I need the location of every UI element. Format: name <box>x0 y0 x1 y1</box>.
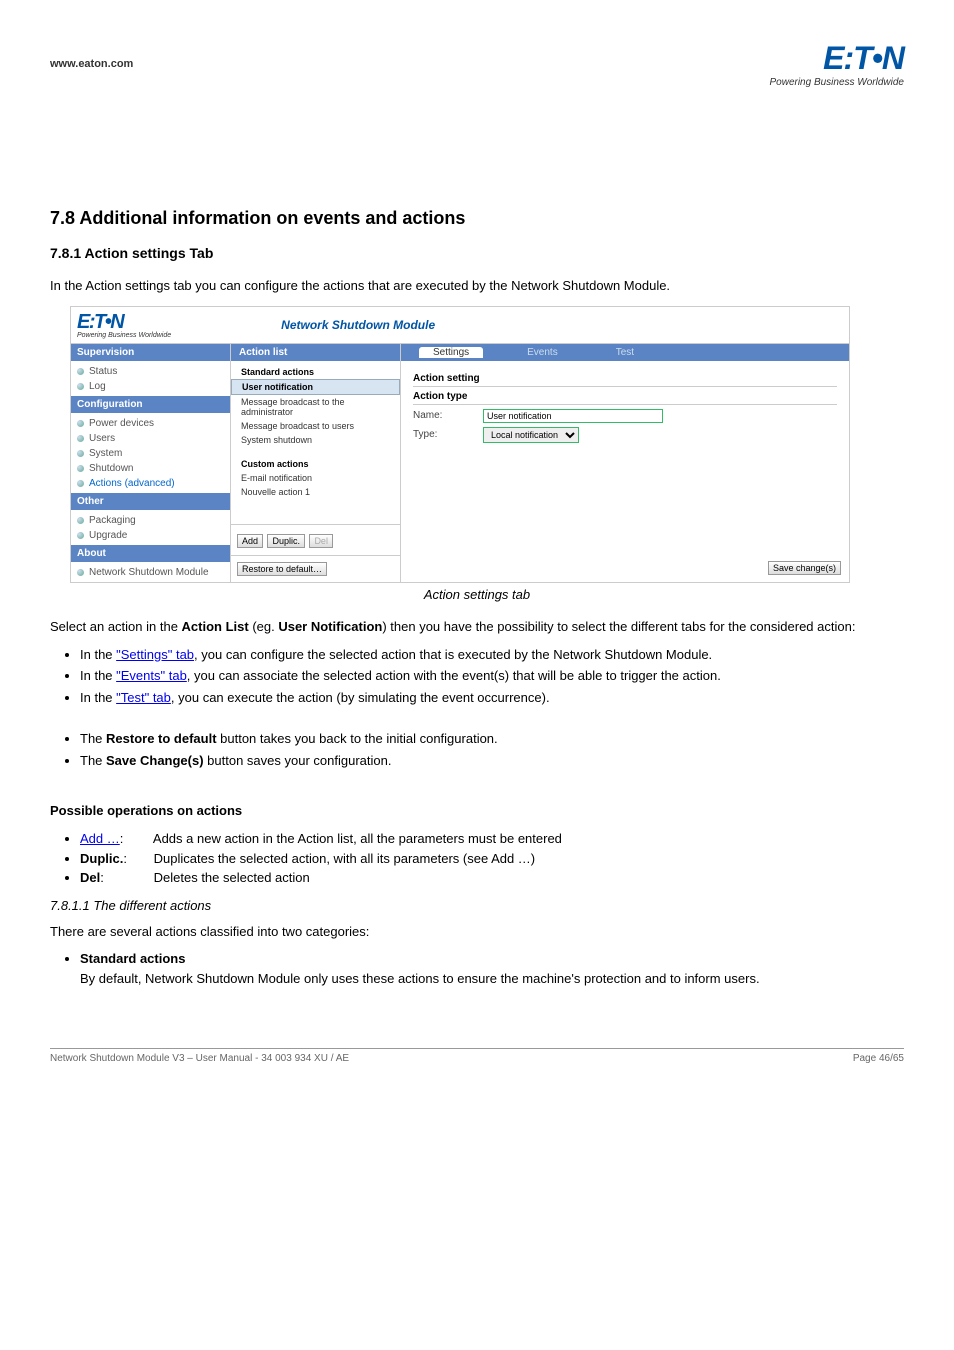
app-screenshot: E:T•N Powering Business Worldwide Networ… <box>70 306 850 583</box>
type-select[interactable]: Local notification <box>483 427 579 443</box>
bullet-icon <box>77 532 84 539</box>
bullet-icon <box>77 420 84 427</box>
duplic-button[interactable]: Duplic. <box>267 534 305 548</box>
bullet-save-changes: The Save Change(s) button saves your con… <box>80 751 904 771</box>
action-msg-users[interactable]: Message broadcast to users <box>231 419 400 433</box>
bullet-icon <box>77 450 84 457</box>
name-input[interactable] <box>483 409 663 423</box>
bullet-icon <box>77 465 84 472</box>
sidebar-label: Upgrade <box>89 530 127 541</box>
sidebar-item-log[interactable]: Log <box>71 379 230 394</box>
action-user-notification[interactable]: User notification <box>231 379 400 395</box>
name-label: Name: <box>413 410 483 421</box>
add-button[interactable]: Add <box>237 534 263 548</box>
action-setting-section: Action setting <box>413 373 837 387</box>
screenshot-caption: Action settings tab <box>50 587 904 602</box>
sidebar-supervision-header: Supervision <box>71 344 230 362</box>
sidebar-item-shutdown[interactable]: Shutdown <box>71 461 230 476</box>
footer-left: Network Shutdown Module V3 – User Manual… <box>50 1053 349 1064</box>
eaton-logo: E:T•N Powering Business Worldwide <box>769 40 904 88</box>
sidebar-label: Status <box>89 366 117 377</box>
sidebar-label: Packaging <box>89 515 136 526</box>
standard-actions-header: Standard actions <box>231 365 400 379</box>
sidebar-label: Power devices <box>89 418 154 429</box>
select-action-paragraph: Select an action in the Action List (eg.… <box>50 618 904 637</box>
tab-test[interactable]: Test <box>602 347 648 358</box>
page-header: www.eaton.com E:T•N Powering Business Wo… <box>50 40 904 88</box>
page-footer: Network Shutdown Module V3 – User Manual… <box>50 1048 904 1064</box>
custom-actions-header: Custom actions <box>231 457 400 471</box>
sidebar-item-packaging[interactable]: Packaging <box>71 513 230 528</box>
type-label: Type: <box>413 429 483 440</box>
action-type-section: Action type <box>413 391 837 405</box>
tab-events[interactable]: Events <box>513 347 572 358</box>
sidebar-about-header: About <box>71 545 230 563</box>
sidebar-configuration-header: Configuration <box>71 396 230 414</box>
sidebar-item-system[interactable]: System <box>71 446 230 461</box>
sidebar-item-upgrade[interactable]: Upgrade <box>71 528 230 543</box>
ss-app-title: Network Shutdown Module <box>281 318 435 332</box>
save-changes-button[interactable]: Save change(s) <box>768 561 841 575</box>
action-detail-panel: Settings Events Test Action setting Acti… <box>401 344 849 582</box>
restore-default-button[interactable]: Restore to default… <box>237 562 327 576</box>
sidebar-item-power-devices[interactable]: Power devices <box>71 416 230 431</box>
categories-paragraph: There are several actions classified int… <box>50 923 904 942</box>
action-system-shutdown[interactable]: System shutdown <box>231 433 400 447</box>
sidebar-label: Shutdown <box>89 463 133 474</box>
events-tab-link[interactable]: "Events" tab <box>116 668 187 683</box>
sidebar-label: Network Shutdown Module <box>89 567 209 578</box>
bullet-events-tab: In the "Events" tab, you can associate t… <box>80 666 904 686</box>
heading-7-8-1-1: 7.8.1.1 The different actions <box>50 898 904 913</box>
standard-actions-list: Standard actions By default, Network Shu… <box>80 949 904 988</box>
ss-tagline: Powering Business Worldwide <box>77 332 171 339</box>
bullet-icon <box>77 368 84 375</box>
bullet-icon <box>77 517 84 524</box>
sidebar-item-status[interactable]: Status <box>71 364 230 379</box>
action-nouvelle[interactable]: Nouvelle action 1 <box>231 485 400 499</box>
operations-list: Add …: Adds a new action in the Action l… <box>80 829 904 888</box>
ss-sidebar: Supervision Status Log Configuration Pow… <box>71 344 231 582</box>
footer-right: Page 46/65 <box>853 1053 904 1064</box>
sidebar-label: Log <box>89 381 106 392</box>
heading-7-8-1: 7.8.1 Action settings Tab <box>50 245 904 261</box>
ss-logo: E:T•N <box>77 311 123 333</box>
sidebar-item-actions-advanced[interactable]: Actions (advanced) <box>71 476 230 491</box>
op-add: Add …: Adds a new action in the Action l… <box>80 829 904 849</box>
sidebar-label: System <box>89 448 122 459</box>
header-url: www.eaton.com <box>50 58 133 70</box>
bullet-restore-default: The Restore to default button takes you … <box>80 729 904 749</box>
op-duplic: Duplic.: Duplicates the selected action,… <box>80 849 904 869</box>
add-link[interactable]: Add … <box>80 831 120 846</box>
intro-paragraph: In the Action settings tab you can confi… <box>50 277 904 296</box>
action-list-panel: Action list Standard actions User notifi… <box>231 344 401 582</box>
bullet-icon <box>77 383 84 390</box>
action-msg-admin[interactable]: Message broadcast to the administrator <box>231 395 400 419</box>
bullet-standard-actions: Standard actions By default, Network Shu… <box>80 949 904 988</box>
sidebar-other-header: Other <box>71 493 230 511</box>
op-del: Del: Deletes the selected action <box>80 868 904 888</box>
bullet-icon <box>77 480 84 487</box>
sidebar-item-users[interactable]: Users <box>71 431 230 446</box>
buttons-bullet-list: The Restore to default button takes you … <box>80 729 904 770</box>
test-tab-link[interactable]: "Test" tab <box>116 690 171 705</box>
bullet-settings-tab: In the "Settings" tab, you can configure… <box>80 645 904 665</box>
logo-text: E:T•N <box>769 40 904 77</box>
logo-tagline: Powering Business Worldwide <box>769 77 904 88</box>
action-email[interactable]: E-mail notification <box>231 471 400 485</box>
bullet-icon <box>77 569 84 576</box>
sidebar-label: Actions (advanced) <box>89 478 175 489</box>
bullet-icon <box>77 435 84 442</box>
tab-settings[interactable]: Settings <box>419 347 483 358</box>
heading-7-8: 7.8 Additional information on events and… <box>50 208 904 229</box>
del-button[interactable]: Del <box>309 534 333 548</box>
settings-tab-link[interactable]: "Settings" tab <box>116 647 194 662</box>
action-list-title: Action list <box>231 344 400 361</box>
tabs-bullet-list: In the "Settings" tab, you can configure… <box>80 645 904 708</box>
sidebar-item-nsm[interactable]: Network Shutdown Module <box>71 565 230 580</box>
sidebar-label: Users <box>89 433 115 444</box>
bullet-test-tab: In the "Test" tab, you can execute the a… <box>80 688 904 708</box>
possible-operations-title: Possible operations on actions <box>50 802 904 821</box>
